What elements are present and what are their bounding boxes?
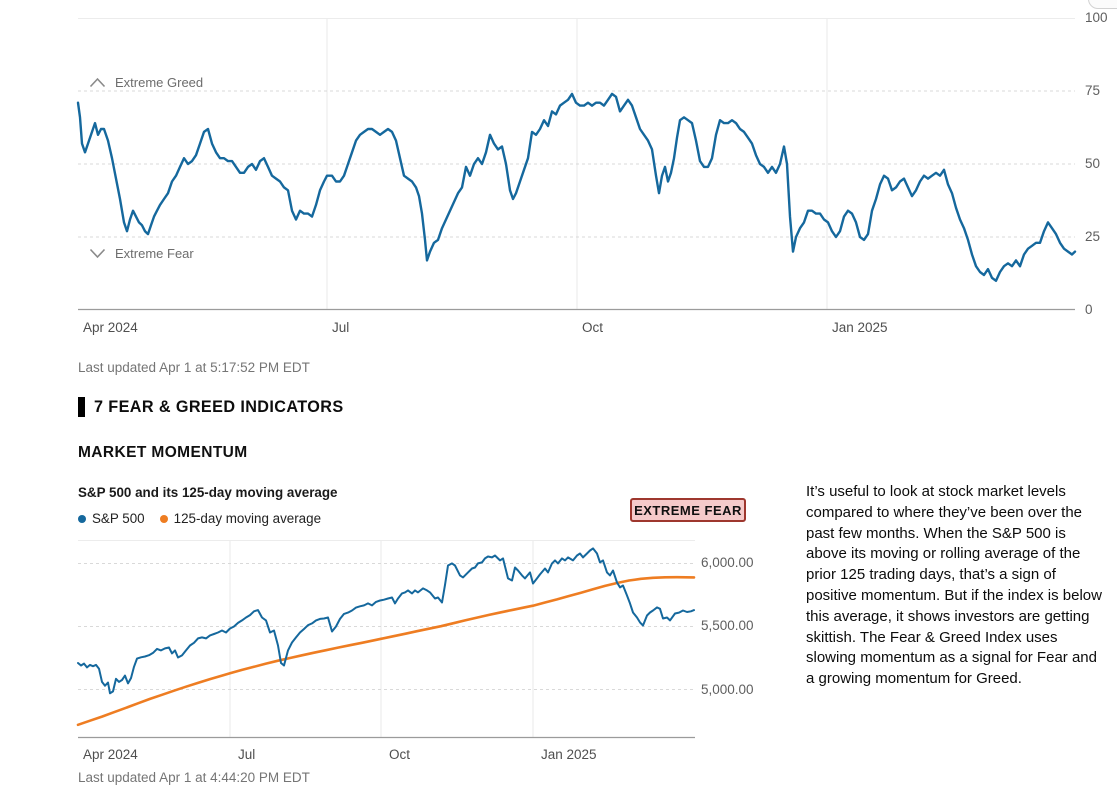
sp500-momentum-chart[interactable] xyxy=(76,540,696,739)
zone-label-text: Extreme Fear xyxy=(115,246,194,261)
y-axis-tick: 100 xyxy=(1085,10,1108,25)
y-axis-tick: 25 xyxy=(1085,229,1101,244)
zone-label-text: Extreme Greed xyxy=(115,75,204,90)
momentum-last-updated: Last updated Apr 1 at 4:44:20 PM EDT xyxy=(78,770,310,785)
momentum-chart-legend: S&P 500 125-day moving average xyxy=(78,511,321,526)
market-momentum-title: MARKET MOMENTUM xyxy=(78,444,248,461)
section-header-bar xyxy=(78,397,85,417)
momentum-description: It’s useful to look at stock market leve… xyxy=(806,483,1102,688)
y-axis-tick: 75 xyxy=(1085,83,1101,98)
x-axis-tick: Jan 2025 xyxy=(541,747,597,762)
legend-dot xyxy=(159,514,168,523)
x-axis-tick: Apr 2024 xyxy=(83,747,138,762)
section-header-title: 7 FEAR & GREED INDICATORS xyxy=(94,397,344,416)
legend-label: S&P 500 xyxy=(92,511,145,526)
y-axis-tick: 6,000.00 xyxy=(701,555,754,570)
x-axis-tick: Apr 2024 xyxy=(83,320,138,335)
legend-item-sp500: S&P 500 xyxy=(78,511,145,526)
x-axis-tick: Oct xyxy=(389,747,411,762)
x-axis-tick: Jul xyxy=(332,320,350,335)
chevron-down-icon xyxy=(89,248,106,259)
indicators-section-header: 7 FEAR & GREED INDICATORS xyxy=(78,397,344,417)
fear-greed-last-updated: Last updated Apr 1 at 5:17:52 PM EDT xyxy=(78,360,310,375)
y-axis-tick: 5,000.00 xyxy=(701,682,754,697)
x-axis-tick: Oct xyxy=(582,320,604,335)
y-axis-tick: 5,500.00 xyxy=(701,618,754,633)
legend-dot xyxy=(78,514,86,523)
x-axis-tick: Jul xyxy=(238,747,256,762)
clipped-button-edge xyxy=(1088,0,1117,9)
fear-greed-index-chart[interactable] xyxy=(76,18,1077,311)
y-axis-tick: 50 xyxy=(1085,156,1101,171)
y-axis-tick: 0 xyxy=(1085,302,1093,317)
legend-label: 125-day moving average xyxy=(173,511,322,526)
extreme-fear-zone-label: Extreme Fear xyxy=(89,246,194,261)
extreme-greed-zone-label: Extreme Greed xyxy=(89,75,203,90)
x-axis-tick: Jan 2025 xyxy=(832,320,888,335)
extreme-fear-badge: EXTREME FEAR xyxy=(630,498,746,522)
momentum-chart-subtitle: S&P 500 and its 125-day moving average xyxy=(78,485,338,500)
legend-item-moving-average: 125-day moving average xyxy=(159,511,322,526)
chevron-up-icon xyxy=(89,77,106,88)
